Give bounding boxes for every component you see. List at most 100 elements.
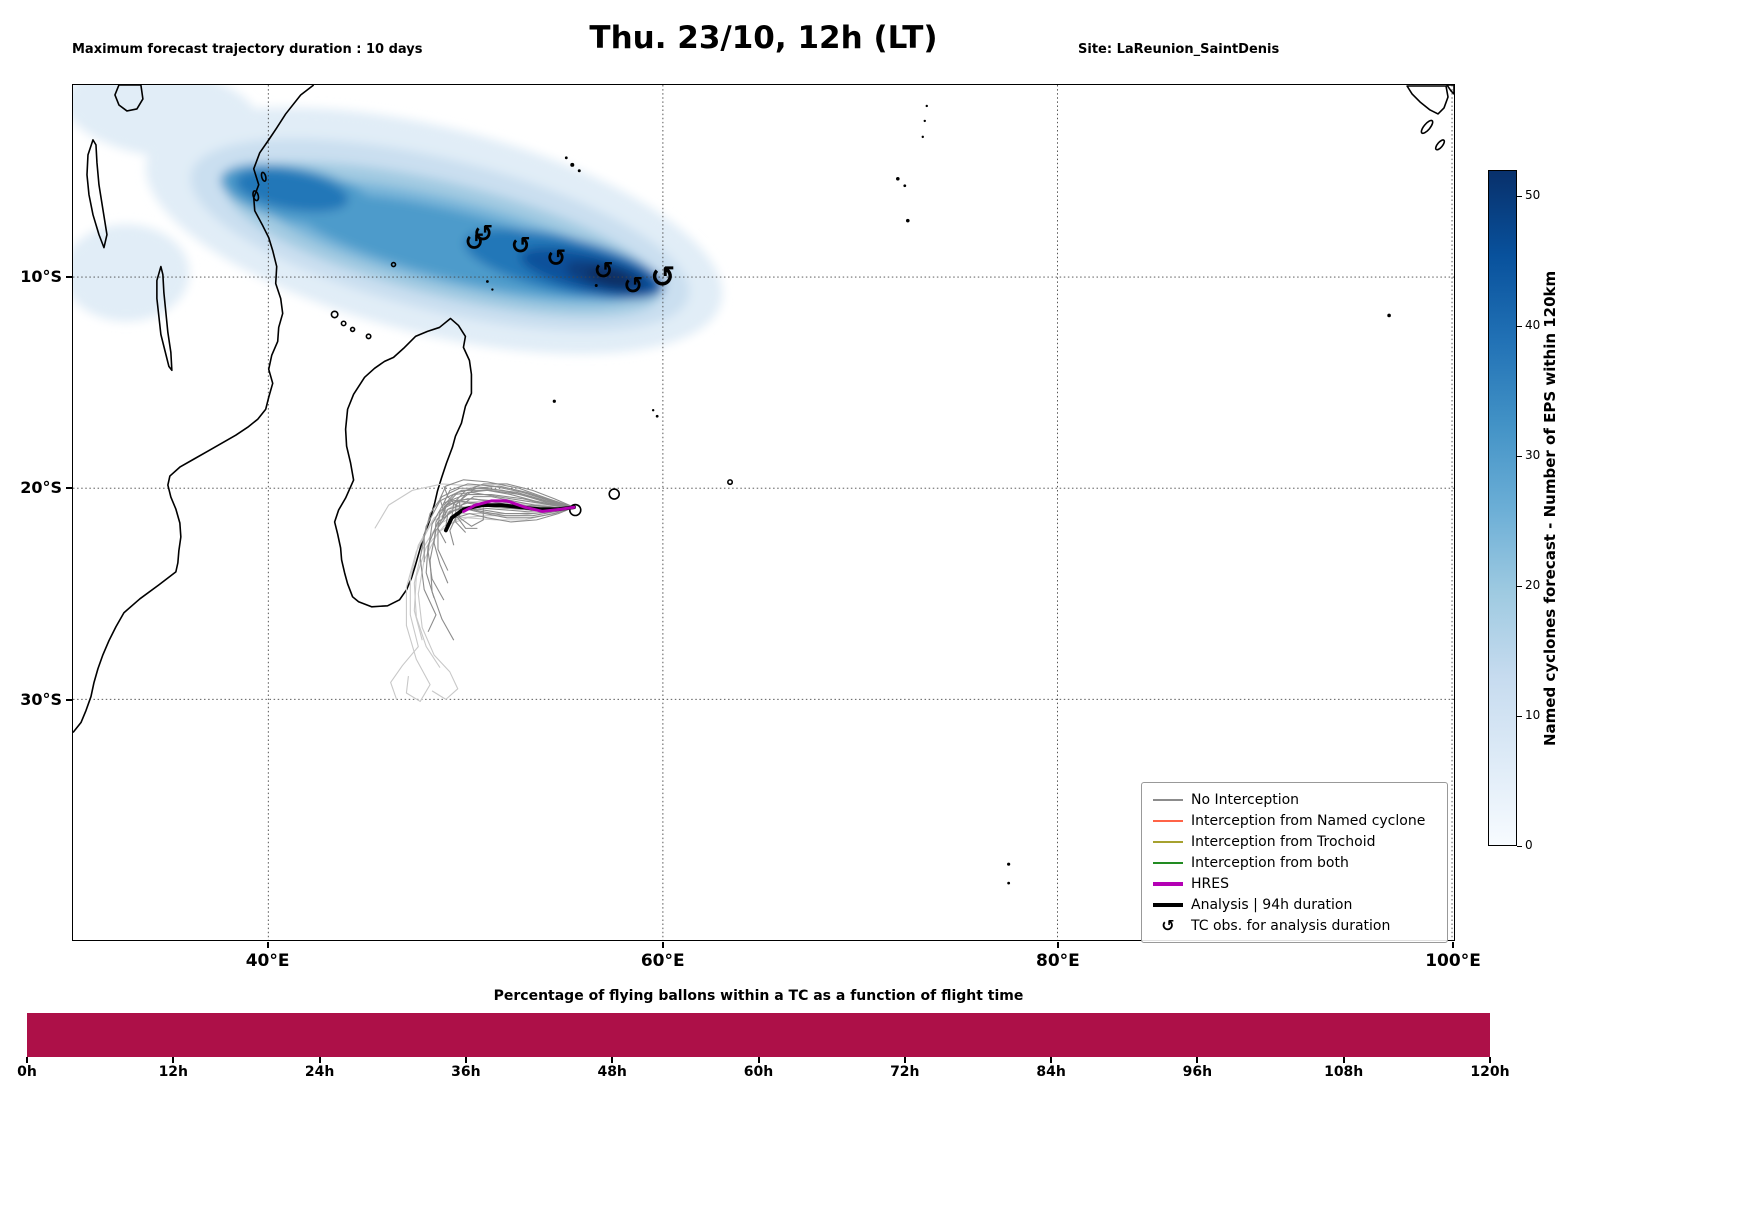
seychelles-mahe-islet bbox=[570, 162, 575, 167]
colorbar-tick bbox=[1517, 585, 1522, 587]
colorbar-tick bbox=[1517, 455, 1522, 457]
legend-row: HRES bbox=[1151, 874, 1438, 893]
pemba-island bbox=[260, 171, 267, 182]
seychelles-islet-2 bbox=[577, 169, 581, 173]
diego-garcia-islet bbox=[905, 218, 910, 223]
chagos-islet-2 bbox=[903, 184, 907, 188]
legend-row: Interception from Named cyclone bbox=[1151, 811, 1438, 830]
seychelles-islet-3 bbox=[564, 156, 568, 160]
legend-label: No Interception bbox=[1191, 791, 1300, 808]
st-brandon-islet bbox=[655, 414, 659, 418]
bottom-axis-tick bbox=[903, 1057, 906, 1063]
colorbar-tick-label: 0 bbox=[1525, 838, 1533, 852]
bottom-axis-tick-label: 96h bbox=[1182, 1064, 1213, 1080]
coastlines bbox=[73, 85, 1454, 885]
coastline-sumatra-corner bbox=[1446, 85, 1454, 95]
bottom-axis-tick-label: 120h bbox=[1470, 1064, 1510, 1080]
legend-line-sample bbox=[1151, 840, 1185, 843]
bottom-axis-tick-label: 84h bbox=[1036, 1064, 1066, 1080]
config-line-duration: Maximum forecast trajectory duration : 1… bbox=[72, 42, 423, 57]
bottom-chart-title: Percentage of flying ballons within a TC… bbox=[493, 988, 1024, 1004]
legend-row: No Interception bbox=[1151, 790, 1438, 809]
lat-tick-label: 30°S bbox=[20, 689, 62, 709]
lon-axis-tick bbox=[266, 942, 269, 948]
mayotte-island bbox=[365, 333, 372, 340]
legend-line-sample bbox=[1151, 819, 1185, 822]
tc-obs-marker: ↺ bbox=[594, 257, 614, 285]
lat-tick-label: 10°S bbox=[20, 266, 62, 286]
bottom-axis-tick-label: 72h bbox=[890, 1064, 920, 1080]
maldives-islet bbox=[925, 104, 928, 108]
bottom-axis-tick bbox=[464, 1057, 467, 1063]
tromelin-islet bbox=[552, 399, 556, 403]
trajectory-no-interception-faded bbox=[390, 500, 575, 700]
coastline-sumatra bbox=[1406, 85, 1449, 115]
colorbar-tick-label: 10 bbox=[1525, 708, 1541, 722]
deterministic-tracks bbox=[443, 499, 576, 533]
colorbar bbox=[1488, 170, 1517, 846]
colorbar-label: Named cyclones forecast - Number of EPS … bbox=[1541, 270, 1559, 746]
density-blob bbox=[73, 85, 260, 159]
lat-axis-tick bbox=[66, 275, 72, 278]
maldives-islet-3 bbox=[921, 135, 924, 139]
coastline-africa bbox=[73, 85, 315, 733]
bottom-axis-tick bbox=[1489, 1057, 1491, 1063]
lat-axis-tick bbox=[66, 698, 72, 701]
legend-line-sample bbox=[1151, 902, 1185, 907]
colorbar-tick-label: 20 bbox=[1525, 578, 1541, 592]
lon-tick-label: 60°E bbox=[640, 951, 685, 971]
bottom-axis-tick bbox=[26, 1057, 28, 1063]
tc-obs-marker: ↺ bbox=[473, 220, 493, 248]
lat-axis-tick bbox=[66, 487, 72, 490]
tc-obs-marker: ↺ bbox=[511, 231, 531, 259]
density-blob bbox=[73, 224, 190, 322]
map-svg: ↺↺ ↺ ↺ ↺↺ ↺ bbox=[73, 85, 1454, 940]
legend-label: Interception from Named cyclone bbox=[1191, 812, 1426, 829]
legend-label: TC obs. for analysis duration bbox=[1191, 917, 1391, 934]
bottom-axis-tick bbox=[172, 1057, 175, 1063]
lon-axis-tick bbox=[1452, 942, 1455, 948]
bottom-axis-tick-label: 36h bbox=[451, 1064, 481, 1080]
site-line: Site: LaReunion_SaintDenis bbox=[1078, 42, 1280, 57]
trajectory-no-interception bbox=[443, 483, 575, 508]
trajectory-no-interception bbox=[443, 485, 575, 519]
colorbar-tick bbox=[1517, 715, 1522, 717]
cyclone-density-heatmap bbox=[73, 85, 723, 354]
zanzibar-island bbox=[252, 190, 260, 202]
grande-comore-island bbox=[330, 310, 339, 319]
tc-observation-markers: ↺↺ ↺ ↺ ↺↺ ↺ bbox=[464, 220, 675, 300]
legend-line-sample bbox=[1151, 881, 1185, 886]
tc-obs-marker: ↺ bbox=[650, 260, 675, 295]
cocos-islet bbox=[1387, 313, 1391, 318]
colorbar-tick bbox=[1517, 845, 1522, 847]
anjouan-island bbox=[349, 326, 356, 333]
tc-obs-marker: ↺ bbox=[546, 244, 566, 272]
lake-victoria bbox=[114, 85, 144, 112]
bottom-axis-tick-label: 48h bbox=[597, 1064, 627, 1080]
lon-tick-label: 40°E bbox=[245, 951, 290, 971]
bottom-axis-tick bbox=[1342, 1057, 1345, 1063]
reunion-island bbox=[568, 503, 582, 517]
bottom-axis-tick-label: 60h bbox=[743, 1064, 774, 1080]
st-brandon-islet-2 bbox=[651, 409, 655, 412]
st-paul-islet bbox=[1007, 881, 1011, 885]
lake-tanganyika bbox=[86, 139, 108, 249]
providence-islet bbox=[491, 288, 494, 291]
legend-row: ↺ TC obs. for analysis duration bbox=[1151, 916, 1438, 935]
maldives-islet-2 bbox=[923, 119, 926, 123]
lat-tick-label: 20°S bbox=[20, 478, 62, 498]
aldabra-island bbox=[390, 261, 397, 268]
balloon-percentage-bar bbox=[27, 1013, 1490, 1057]
bottom-axis-tick bbox=[611, 1057, 614, 1063]
moheli-island bbox=[340, 320, 347, 327]
nias-island bbox=[1420, 119, 1434, 135]
bottom-axis-tick-label: 12h bbox=[158, 1064, 189, 1080]
legend-line-sample bbox=[1151, 798, 1185, 801]
farquhar-islet bbox=[486, 280, 489, 283]
lon-tick-label: 100°E bbox=[1425, 951, 1481, 971]
mentawai-island bbox=[1434, 139, 1446, 151]
trajectory-no-interception bbox=[449, 506, 575, 546]
amsterdam-islet bbox=[1007, 862, 1011, 866]
legend-label: Interception from Trochoid bbox=[1191, 833, 1376, 850]
colorbar-tick-label: 30 bbox=[1525, 448, 1541, 462]
